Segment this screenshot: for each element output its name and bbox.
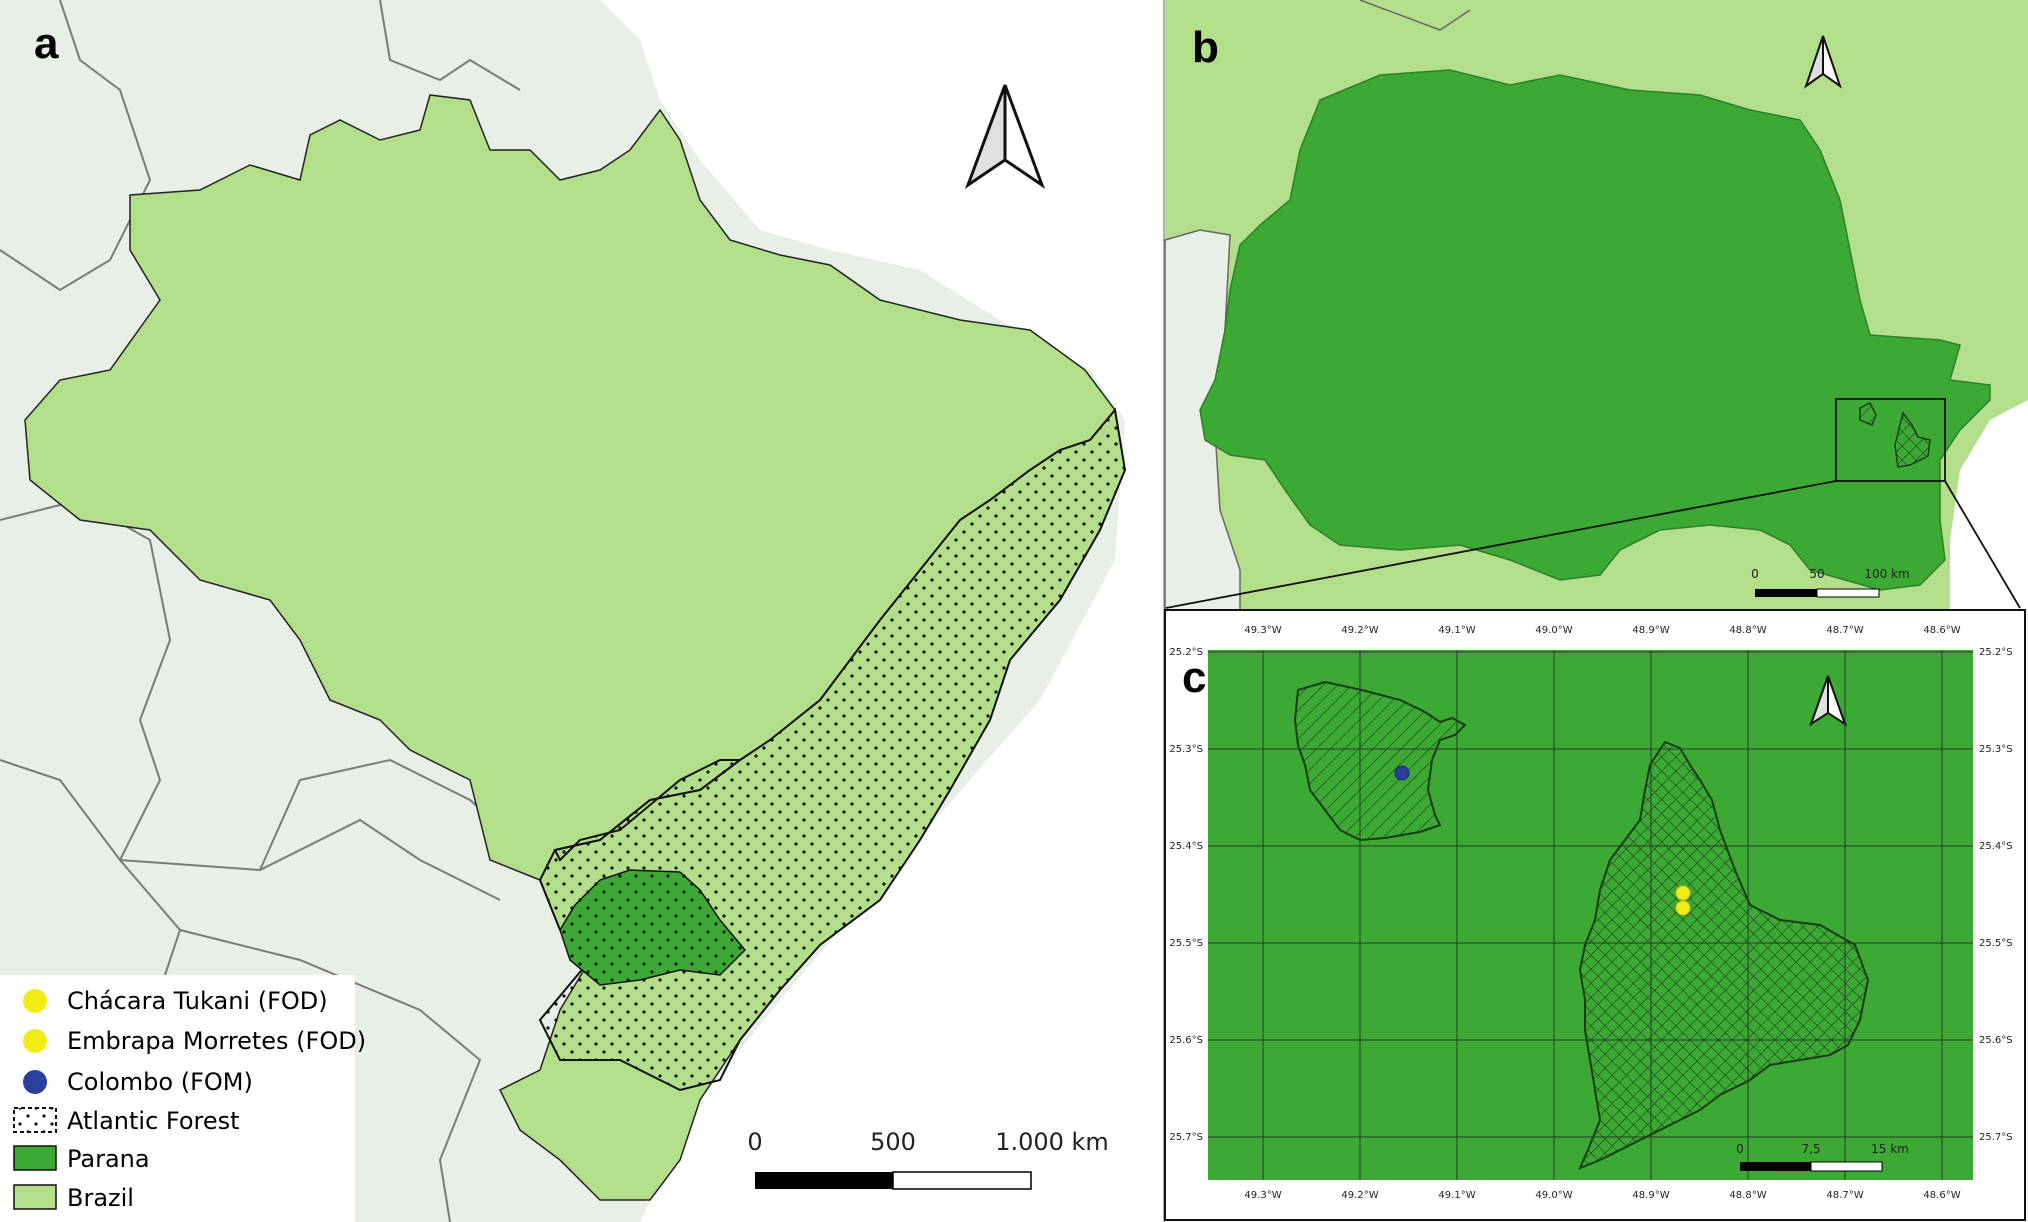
scale-tick-0: 0 [1736,1142,1744,1156]
legend-label: Colombo (FOM) [67,1068,253,1096]
lat-labels-right: 25.2°S 25.3°S 25.4°S 25.5°S 25.6°S 25.7°… [1979,647,2013,1143]
legend-item-embrapa-morretes: Embrapa Morretes (FOD) [23,1027,366,1055]
scale-tick-7-5: 7,5 [1801,1142,1820,1156]
lon-label: 49.0°W [1535,1190,1572,1201]
legend-item-brazil: Brazil [13,1184,134,1212]
lon-label: 49.1°W [1438,1190,1475,1201]
scale-bar-c: 0 7,5 15 km [1736,1142,1909,1172]
parana-dots-overlay [560,870,745,985]
site-chacara-tukani-marker [1675,885,1691,901]
lon-label: 48.7°W [1826,625,1863,636]
scale-segment-white [1816,588,1880,598]
border-line-b [1359,0,1471,31]
panel-a-map [0,0,1163,1222]
legend-label: Parana [67,1145,150,1173]
lat-label: 25.4°S [1979,841,2013,852]
panel-label-a: a [34,19,59,68]
panel-label-c: c [1182,653,1206,702]
scale-segment-black [1755,589,1817,597]
panel-b-map: 0 50 100 km [1164,0,2028,611]
lon-label: 49.0°W [1535,625,1572,636]
north-arrow-b [1804,35,1842,89]
legend-label: Embrapa Morretes (FOD) [67,1027,366,1055]
lon-label: 49.2°W [1341,625,1378,636]
inset-connector-right [1944,480,2021,609]
lon-label: 48.6°W [1923,625,1960,636]
lon-label: 48.6°W [1923,1190,1960,1201]
legend-item-colombo: Colombo (FOM) [23,1068,253,1096]
scale-tick-0: 0 [1751,567,1759,581]
colombo-municipality [1293,680,1467,842]
lat-label: 25.2°S [1979,647,2013,658]
lat-label: 25.3°S [1979,744,2013,755]
scale-tick-1000: 1.000 km [995,1128,1109,1156]
atlantic-forest-interior [553,759,743,862]
inset-connector-left [1165,480,1837,609]
lat-label: 25.2°S [1169,647,1203,658]
blue-circle-icon [23,1070,47,1094]
parana-polygon-b [1199,69,1991,591]
scale-bar-b: 0 50 100 km [1751,567,1910,598]
green-box-icon [13,1145,57,1171]
lat-label: 25.7°S [1979,1132,2013,1143]
scale-segment-black [755,1172,893,1189]
lat-labels-left: 25.2°S 25.3°S 25.4°S 25.5°S 25.6°S 25.7°… [1169,647,1203,1143]
yellow-circle-icon [23,1029,47,1053]
legend-background [0,975,355,1222]
lat-label: 25.5°S [1979,938,2013,949]
scale-tick-50: 50 [1809,567,1824,581]
ocean-east [600,0,1163,1222]
legend-label: Chácara Tukani (FOD) [67,987,328,1015]
lon-label: 48.9°W [1632,1190,1669,1201]
lat-label: 25.3°S [1169,744,1203,755]
light-green-box-icon [13,1184,57,1210]
scale-tick-15: 15 km [1871,1142,1909,1156]
lon-label: 49.3°W [1244,1190,1281,1201]
lon-label: 48.7°W [1826,1190,1863,1201]
scale-tick-500: 500 [870,1128,916,1156]
lon-label: 48.8°W [1729,1190,1766,1201]
legend-item-parana: Parana [13,1145,150,1173]
site-colombo-marker [1394,765,1410,781]
lat-label: 25.4°S [1169,841,1203,852]
legend: Chácara Tukani (FOD) Embrapa Morretes (F… [0,975,366,1222]
yellow-circle-icon [23,989,47,1013]
lon-label: 49.3°W [1244,625,1281,636]
scale-segment-black [1740,1162,1811,1171]
morretes-municipality [1578,740,1870,1170]
scale-segment-white [1810,1161,1883,1172]
dotted-box-icon [13,1107,57,1133]
north-arrow-a [964,84,1046,189]
lat-label: 25.6°S [1979,1035,2013,1046]
north-arrow-c [1809,675,1847,727]
inset-box [1835,398,1946,482]
lat-label: 25.6°S [1169,1035,1203,1046]
scale-tick-0: 0 [747,1128,762,1156]
ocean-b [1950,400,2028,610]
lat-label: 25.7°S [1169,1132,1203,1143]
lon-label: 49.2°W [1341,1190,1378,1201]
lon-label: 49.1°W [1438,625,1475,636]
scale-bar-a: 0 500 1.000 km [747,1128,1109,1190]
legend-label: Atlantic Forest [67,1107,240,1135]
lon-label: 48.8°W [1729,625,1766,636]
lon-labels-top: 49.3°W 49.2°W 49.1°W 49.0°W 48.9°W 48.8°… [1244,625,1960,636]
scale-tick-100: 100 km [1864,567,1909,581]
lon-label: 48.9°W [1632,625,1669,636]
scale-segment-white [892,1171,1032,1190]
morretes-municipality-b [1894,411,1931,468]
legend-label: Brazil [67,1184,134,1212]
site-embrapa-morretes-marker [1675,900,1691,916]
legend-item-atlantic-forest: Atlantic Forest [13,1107,240,1135]
lon-labels-bottom: 49.3°W 49.2°W 49.1°W 49.0°W 48.9°W 48.8°… [1244,1190,1960,1201]
panel-c-map: 49.3°W 49.2°W 49.1°W 49.0°W 48.9°W 48.8°… [1164,609,2026,1221]
lat-label: 25.5°S [1169,938,1203,949]
colombo-municipality-b [1859,401,1877,426]
legend-item-chacara-tukani: Chácara Tukani (FOD) [23,987,328,1015]
panel-label-b: b [1192,23,1219,72]
